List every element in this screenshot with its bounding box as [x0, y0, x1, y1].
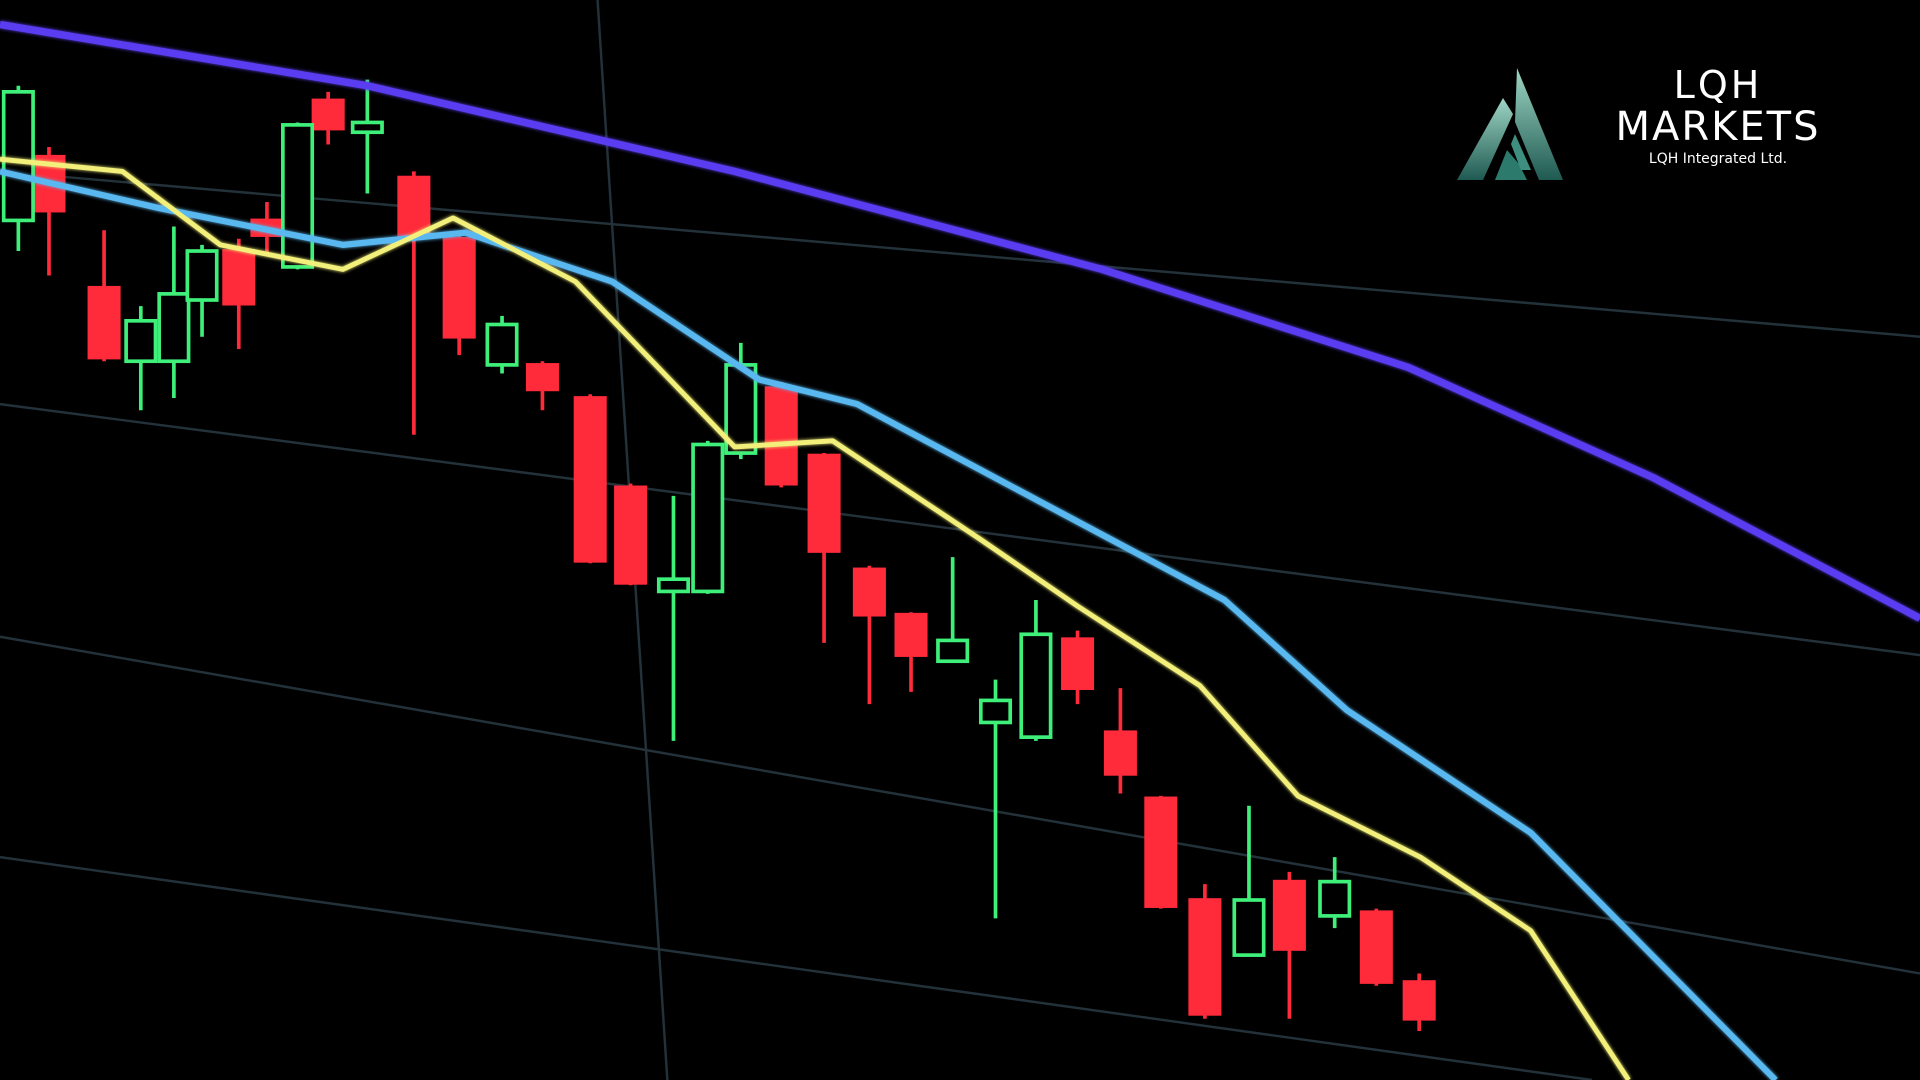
bullish-candle-body — [978, 698, 1013, 725]
bullish-candle-body — [691, 442, 725, 594]
bearish-candle-body — [1144, 796, 1178, 908]
bearish-candle-body — [764, 386, 798, 486]
bearish-candle-body — [894, 612, 928, 657]
candles — [1, 79, 1436, 1032]
logo-line1: LQH — [1673, 63, 1763, 107]
bullish-candle-body — [1232, 898, 1266, 957]
logo-line2: MARKETS — [1615, 104, 1821, 150]
bearish-candle-body — [1272, 879, 1306, 951]
bullish-candle-body — [124, 318, 158, 364]
bearish-candle-body — [807, 453, 841, 553]
grid-line — [0, 855, 1593, 1080]
bullish-candle-body — [185, 249, 219, 302]
bearish-candle-body — [311, 98, 345, 131]
bearish-candle-body — [442, 236, 476, 339]
bullish-candle-body — [936, 638, 970, 664]
bearish-candle-body — [525, 363, 559, 392]
bearish-candle-body — [397, 175, 431, 237]
bearish-candle-body — [1061, 637, 1095, 690]
grid-line — [0, 635, 1920, 975]
lqh-markets-logo: LQH MARKETS LQH Integrated Ltd. — [1455, 64, 1855, 184]
moving-average-line — [0, 20, 1920, 622]
bearish-candle-body — [1402, 980, 1436, 1021]
bearish-candle-body — [852, 567, 886, 617]
bullish-candle-body — [656, 577, 690, 594]
bullish-candle-body — [157, 292, 191, 364]
moving-average-lines — [0, 20, 1920, 1080]
bullish-candle-body — [1019, 632, 1053, 739]
logo-mark-icon — [1457, 68, 1563, 180]
bearish-candle-body — [1359, 910, 1393, 984]
bearish-candle-body — [1103, 730, 1137, 776]
bearish-candle-body — [1188, 898, 1222, 1016]
bullish-candle-body — [1318, 879, 1352, 918]
bearish-candle-body — [614, 485, 648, 585]
bullish-candle-body — [485, 322, 519, 367]
bullish-candle-body — [350, 120, 384, 135]
grid-line — [0, 170, 1920, 338]
bearish-candle-body — [573, 396, 607, 563]
logo-tagline: LQH Integrated Ltd. — [1648, 151, 1788, 167]
moving-average-line — [0, 168, 1778, 1080]
bullish-candle-body — [1, 90, 35, 223]
bullish-candle-body — [281, 123, 315, 269]
bearish-candle-body — [222, 249, 256, 306]
moving-average-line — [0, 156, 1631, 1080]
bearish-candle-body — [87, 285, 121, 360]
grid-line — [0, 402, 1920, 657]
